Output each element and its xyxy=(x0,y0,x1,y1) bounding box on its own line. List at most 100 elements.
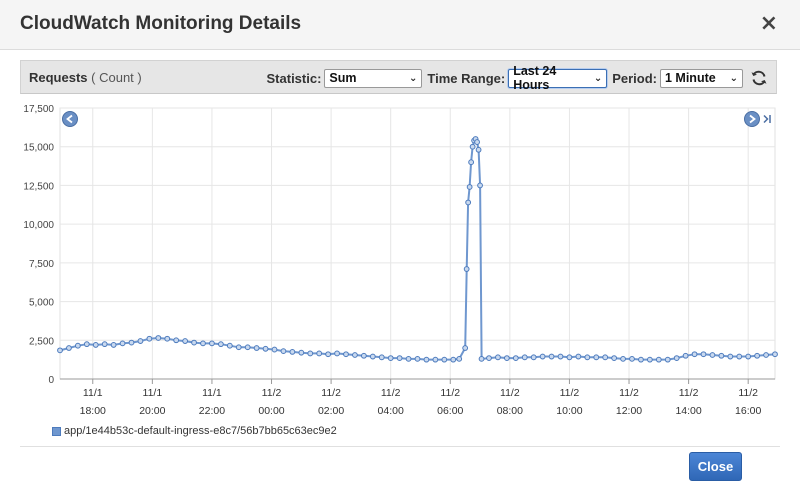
data-point xyxy=(83,341,90,348)
statistic-select[interactable]: Sum ⌄ xyxy=(324,68,423,88)
x-tick-time: 16:00 xyxy=(735,405,761,417)
metric-unit: ( Count ) xyxy=(91,70,142,85)
data-point xyxy=(465,199,472,206)
data-point xyxy=(763,352,769,358)
scroll-end-icon[interactable] xyxy=(763,114,771,124)
data-point xyxy=(119,340,126,347)
data-point xyxy=(548,353,555,360)
data-point xyxy=(155,335,162,341)
metric-toolbar: Requests ( Count ) Statistic: Sum ⌄ Time… xyxy=(20,60,777,94)
data-point xyxy=(209,340,215,347)
requests-chart: 0 2,500 5,000 7,500 10,000 12,500 15,000 17,500… xyxy=(0,96,800,446)
chart-legend[interactable]: app/1e44b53c-default-ingress-e8c7/56b7bb… xyxy=(52,425,337,437)
data-point xyxy=(74,342,81,349)
x-tick-date: 11/2 xyxy=(560,387,580,399)
data-point xyxy=(146,335,153,342)
data-point xyxy=(289,349,296,355)
data-point xyxy=(503,355,510,361)
data-point xyxy=(253,345,260,351)
x-tick-time: 22:00 xyxy=(199,405,225,417)
x-tick-date: 11/2 xyxy=(321,387,341,399)
time-range-label: Time Range: xyxy=(427,70,506,86)
data-point xyxy=(539,353,546,360)
scroll-left-icon-circle xyxy=(62,111,78,127)
x-tick-date: 11/2 xyxy=(679,387,699,399)
x-tick-date: 11/2 xyxy=(738,387,758,399)
data-point xyxy=(235,344,242,351)
data-point xyxy=(638,356,644,363)
data-point xyxy=(691,351,698,358)
x-tick-date: 11/2 xyxy=(262,387,282,399)
scroll-right-icon-chevron xyxy=(749,114,756,124)
data-point xyxy=(736,353,743,360)
plot-area xyxy=(59,107,776,380)
legend-label: app/1e44b53c-default-ingress-e8c7/56b7bb… xyxy=(64,425,337,437)
chart-svg: 0 2,500 5,000 7,500 10,000 12,500 15,000 17,500… xyxy=(23,104,778,417)
data-point xyxy=(629,355,635,362)
data-point xyxy=(469,143,476,150)
modal-title: CloudWatch Monitoring Details xyxy=(20,13,302,34)
y-tick-label: 2,500 xyxy=(29,336,54,347)
data-point xyxy=(611,355,618,361)
chevron-down-icon: ⌄ xyxy=(593,72,603,84)
data-point xyxy=(226,342,233,349)
data-point xyxy=(343,351,349,358)
data-point xyxy=(575,353,582,360)
data-point xyxy=(360,352,367,359)
data-point xyxy=(164,335,171,342)
x-tick-time: 04:00 xyxy=(378,405,404,417)
period-label: Period: xyxy=(612,70,657,86)
metric-title: Requests ( Count ) xyxy=(29,70,142,85)
data-point xyxy=(57,347,63,354)
x-tick-time: 10:00 xyxy=(556,405,582,417)
x-tick-date: 11/2 xyxy=(500,387,520,399)
data-point xyxy=(602,354,609,361)
chevron-down-icon: ⌄ xyxy=(409,72,418,84)
data-point xyxy=(700,351,707,358)
data-point xyxy=(745,353,752,360)
scroll-end-chevron xyxy=(763,114,769,124)
statistic-label: Statistic: xyxy=(266,70,322,86)
data-point xyxy=(405,355,412,362)
refresh-icon[interactable] xyxy=(750,69,768,87)
data-point xyxy=(566,354,573,361)
data-point xyxy=(66,345,72,351)
data-point xyxy=(352,352,358,358)
close-icon[interactable]: × xyxy=(759,11,778,36)
close-button[interactable]: Close xyxy=(689,452,742,481)
data-point xyxy=(495,354,501,361)
data-point xyxy=(475,146,482,153)
x-tick-time: 02:00 xyxy=(318,405,344,417)
data-point xyxy=(280,348,287,355)
data-point xyxy=(709,352,716,358)
y-tick-label: 15,000 xyxy=(23,143,54,154)
data-point xyxy=(334,350,340,357)
data-point xyxy=(478,355,485,362)
data-point xyxy=(101,341,108,348)
data-point xyxy=(477,182,483,189)
data-point xyxy=(727,353,734,360)
y-tick-label: 12,500 xyxy=(23,181,54,192)
period-select[interactable]: 1 Minute ⌄ xyxy=(660,68,743,88)
time-range-select[interactable]: Last 24 Hours ⌄ xyxy=(508,64,608,92)
data-point xyxy=(387,355,394,361)
data-point xyxy=(664,356,671,363)
legend-swatch xyxy=(52,426,61,436)
data-point xyxy=(316,350,323,357)
data-point xyxy=(92,342,99,348)
scroll-left-icon[interactable] xyxy=(62,111,78,127)
data-point xyxy=(191,339,197,346)
data-point xyxy=(396,355,403,361)
y-tick-label: 17,500 xyxy=(23,104,54,115)
data-point xyxy=(244,344,251,351)
scroll-right-icon[interactable] xyxy=(744,111,760,127)
data-point xyxy=(182,338,189,344)
data-point xyxy=(271,346,278,353)
x-tick-time: 06:00 xyxy=(437,405,463,417)
data-point xyxy=(593,354,600,361)
data-point xyxy=(369,353,376,360)
x-tick-time: 00:00 xyxy=(258,405,284,417)
data-point xyxy=(584,354,591,361)
data-point xyxy=(432,356,439,363)
